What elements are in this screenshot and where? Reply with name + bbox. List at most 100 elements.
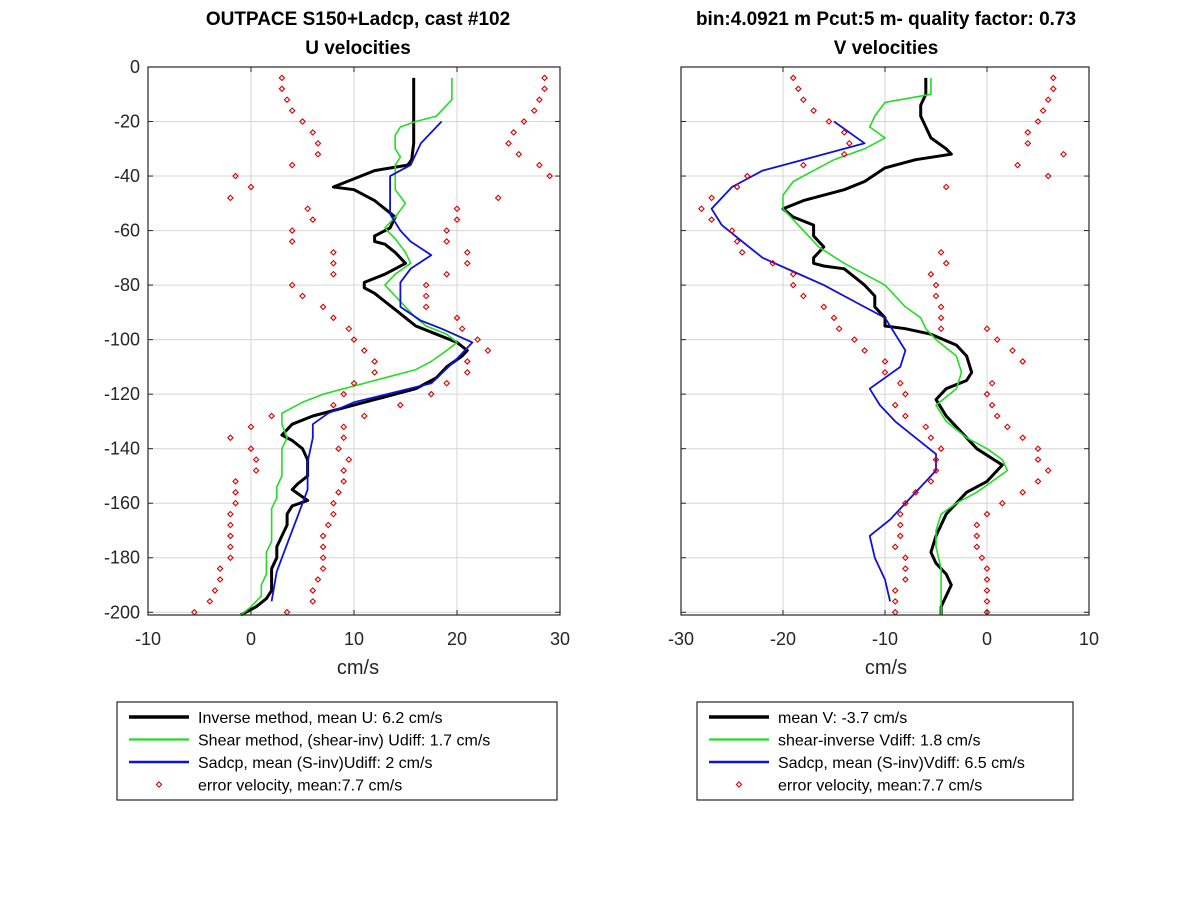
v-error-marker <box>743 172 751 180</box>
v-velocity-panel: bin:4.0921 m Pcut:5 m- quality factor: 0… <box>668 9 1099 801</box>
v-error-marker <box>1019 358 1027 365</box>
v-error-marker <box>733 238 741 245</box>
v-series-group <box>698 74 1067 616</box>
v-error-marker <box>902 412 909 420</box>
v-error-marker <box>902 554 909 562</box>
v-error-marker <box>820 303 828 311</box>
u-error-marker <box>546 172 554 180</box>
v-error-marker <box>840 129 848 136</box>
u-error-marker <box>474 336 481 344</box>
v-error-marker <box>993 336 1001 344</box>
v-error-marker <box>733 183 741 191</box>
u-error-marker <box>319 554 327 562</box>
u-error-marker <box>252 456 260 463</box>
u-x-axis-label: cm/s <box>337 657 379 679</box>
v-legend-sadcp-label: Sadcp, mean (S-inv)Vdiff: 6.5 cm/s <box>778 755 1025 772</box>
v-legend-error-marker <box>735 781 743 788</box>
u-error-marker <box>484 347 492 354</box>
u-error-marker <box>422 292 430 300</box>
v-error-marker <box>896 379 904 387</box>
v-error-marker <box>1034 118 1042 125</box>
u-error-marker <box>252 467 260 474</box>
v-error-marker <box>932 467 940 474</box>
v-error-marker <box>1044 172 1052 180</box>
v-error-marker <box>942 259 950 267</box>
v-error-marker <box>983 390 991 398</box>
v-legend-error-label: error velocity, mean:7.7 cm/s <box>778 778 982 795</box>
v-x-tick-label: -10 <box>872 629 898 649</box>
v-error-marker <box>789 270 797 278</box>
v-error-marker <box>1034 445 1042 453</box>
v-error-marker <box>891 543 899 551</box>
v-error-marker <box>993 412 1001 420</box>
u-error-marker <box>232 488 239 496</box>
v-error-marker <box>789 74 797 82</box>
v-error-marker <box>881 368 889 376</box>
u-x-tick-label: -10 <box>135 629 161 649</box>
v-error-marker <box>1039 107 1047 114</box>
u-error-marker <box>443 238 451 245</box>
v-error-marker <box>861 347 868 354</box>
v-error-marker <box>1014 161 1021 169</box>
v-error-marker <box>1019 488 1027 496</box>
v-x-tick-label: -20 <box>770 629 796 649</box>
u-error-marker <box>319 565 327 573</box>
u-error-marker <box>350 379 358 387</box>
u-error-marker <box>227 532 234 540</box>
u-error-marker <box>309 129 317 136</box>
v-error-marker <box>902 390 909 398</box>
v-error-marker <box>800 292 807 300</box>
u-velocity-panel: OUTPACE S150+Ladcp, cast #102 U velociti… <box>104 9 570 801</box>
v-error-marker <box>896 510 904 518</box>
u-error-marker <box>206 597 214 605</box>
u-error-marker <box>227 510 234 518</box>
v-error-marker <box>932 456 940 463</box>
v-error-marker <box>830 314 838 322</box>
u-y-tick-label: -160 <box>104 493 140 513</box>
u-error-marker <box>309 587 317 594</box>
u-error-marker <box>340 467 348 474</box>
v-legend-inverse-label: mean V: -3.7 cm/s <box>778 710 907 727</box>
v-error-marker <box>825 118 833 125</box>
v-error-marker <box>738 249 746 256</box>
v-error-marker <box>1019 434 1027 442</box>
v-legend: mean V: -3.7 cm/s shear-inverse Vdiff: 1.… <box>696 701 1074 801</box>
u-error-marker <box>541 85 548 93</box>
v-error-marker <box>983 597 991 605</box>
v-error-marker <box>698 205 705 213</box>
u-error-marker <box>371 368 378 376</box>
u-error-marker <box>330 401 337 409</box>
u-error-marker <box>371 358 378 365</box>
v-error-marker <box>835 325 843 333</box>
u-ticks: -10 0 10 20 300-20-40-60-80-100-120-140-160-… <box>104 57 570 649</box>
u-error-marker <box>288 161 296 169</box>
u-error-marker <box>453 314 461 322</box>
u-error-marker <box>304 205 312 213</box>
v-error-marker <box>983 565 991 573</box>
u-y-tick-label: -200 <box>104 602 140 622</box>
u-y-tick-label: -40 <box>114 166 140 186</box>
u-error-marker <box>278 85 286 93</box>
u-error-marker <box>463 259 471 267</box>
v-error-marker <box>1024 129 1032 136</box>
v-error-marker <box>1034 456 1042 463</box>
v-error-marker <box>927 478 935 485</box>
u-error-marker <box>345 325 353 333</box>
v-error-marker <box>922 423 930 431</box>
u-error-marker <box>340 478 348 485</box>
u-legend-box <box>116 701 558 801</box>
v-error-marker <box>998 499 1006 507</box>
u-error-marker <box>463 249 471 256</box>
v-error-marker <box>896 532 904 540</box>
u-y-tick-label: -180 <box>104 548 140 568</box>
v-error-marker <box>851 336 858 344</box>
u-legend: Inverse method, mean U: 6.2 cm/s Shear me… <box>116 701 558 801</box>
u-error-marker <box>319 543 327 551</box>
u-error-marker <box>453 216 461 224</box>
v-sadcp-line <box>710 120 937 602</box>
v-error-marker <box>902 499 909 507</box>
v-panel-subtitle: V velocities <box>834 38 939 59</box>
u-panel-title: OUTPACE S150+Ladcp, cast #102 <box>206 9 510 30</box>
u-error-marker <box>288 238 296 245</box>
u-x-tick-label: 30 <box>550 629 570 649</box>
